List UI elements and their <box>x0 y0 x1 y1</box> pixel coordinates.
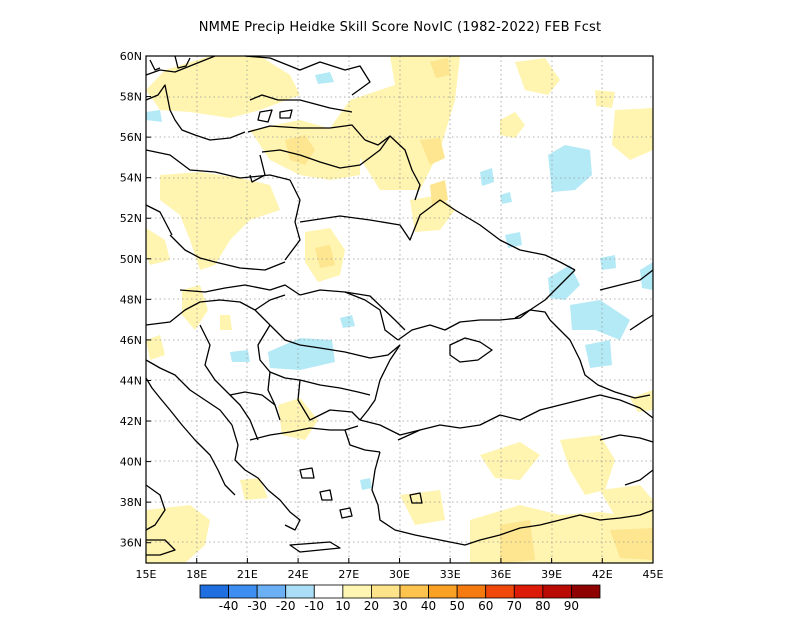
colorbar-swatch <box>513 584 544 599</box>
yellow-patches <box>285 58 653 563</box>
colorbar-label: 20 <box>364 599 379 613</box>
x-tick-label: 24E <box>288 568 309 581</box>
x-tick-label: 42E <box>592 568 613 581</box>
colorbar-swatch <box>313 584 344 599</box>
x-axis-ticks: 15E 18E 21E 24E 27E 30E 33E 36E 39E 42E 45E <box>136 558 664 581</box>
x-tick-label: 21E <box>237 568 258 581</box>
map-gridlines <box>146 56 653 563</box>
colorbar-label: 90 <box>564 599 579 613</box>
x-tick-label: 33E <box>440 568 461 581</box>
light-blue-patches <box>146 72 653 490</box>
y-tick-label: 44N <box>120 374 142 387</box>
colorbar-label: -20 <box>276 599 296 613</box>
x-tick-label: 18E <box>186 568 207 581</box>
colorbar-label: -30 <box>247 599 267 613</box>
colorbar-swatch <box>485 584 515 599</box>
y-tick-label: 50N <box>120 253 142 266</box>
colorbar-labels: -40 -30 -20 -10 10 20 30 40 50 60 70 80 90 <box>219 599 579 613</box>
colorbar-swatch <box>571 584 601 599</box>
x-tick-label: 15E <box>136 568 157 581</box>
x-tick-label: 36E <box>490 568 511 581</box>
country-borders <box>145 55 654 556</box>
colorbar-swatch <box>456 584 487 599</box>
y-tick-label: 56N <box>120 131 142 144</box>
x-tick-label: 39E <box>541 568 562 581</box>
colorbar-label: 80 <box>535 599 550 613</box>
y-tick-label: 58N <box>120 91 142 104</box>
x-tick-label: 30E <box>389 568 410 581</box>
y-axis-ticks: 36N 38N 40N 42N 44N 46N 48N 50N 52N 54N 56N 58N 60N <box>120 50 151 550</box>
colorbar-swatch <box>285 584 315 599</box>
colorbar <box>199 584 601 599</box>
colorbar-swatch <box>428 584 458 599</box>
y-tick-label: 38N <box>120 496 142 509</box>
colorbar-label: 60 <box>478 599 493 613</box>
colorbar-label: 40 <box>421 599 436 613</box>
colorbar-swatch <box>342 584 372 599</box>
y-tick-label: 52N <box>120 212 142 225</box>
y-tick-label: 40N <box>120 456 142 469</box>
colorbar-label: 30 <box>392 599 407 613</box>
colorbar-label: -10 <box>304 599 324 613</box>
colorbar-label: 70 <box>507 599 522 613</box>
colorbar-swatch <box>371 584 401 599</box>
colorbar-swatch <box>542 584 572 599</box>
y-tick-label: 54N <box>120 172 142 185</box>
x-tick-label: 27E <box>338 568 359 581</box>
y-tick-label: 36N <box>120 537 142 550</box>
y-tick-label: 48N <box>120 293 142 306</box>
y-tick-label: 46N <box>120 334 142 347</box>
colorbar-swatch <box>399 584 429 599</box>
colorbar-swatch <box>256 584 287 599</box>
y-tick-label: 42N <box>120 415 142 428</box>
colorbar-label: 50 <box>450 599 465 613</box>
x-tick-label: 45E <box>643 568 664 581</box>
y-tick-label: 60N <box>120 50 142 63</box>
colorbar-label: 10 <box>335 599 350 613</box>
colorbar-label: -40 <box>219 599 239 613</box>
colorbar-swatch <box>228 584 258 599</box>
colorbar-swatch <box>199 584 229 599</box>
chart-title: NMME Precip Heidke Skill Score NovIC (19… <box>198 20 602 35</box>
